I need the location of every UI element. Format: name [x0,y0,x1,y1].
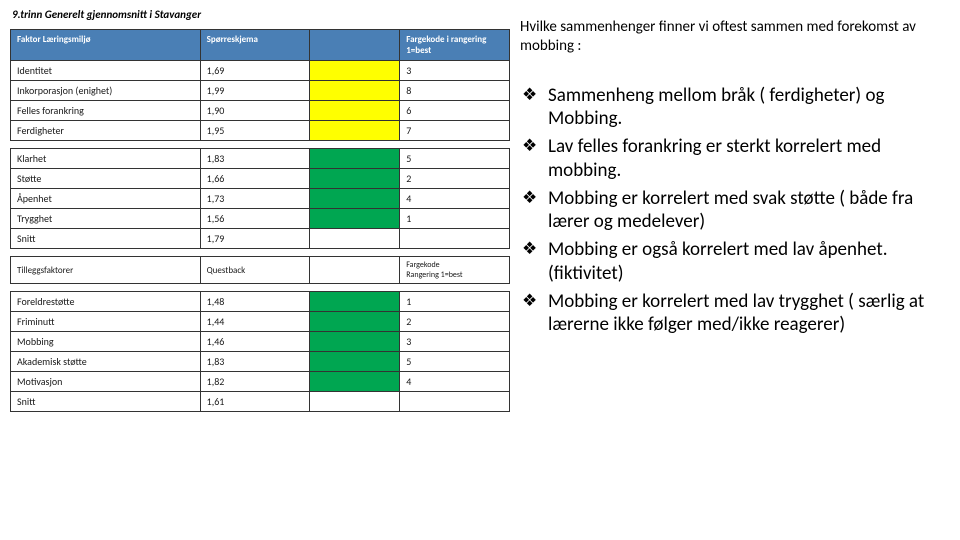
color-cell [310,61,400,81]
color-cell [310,292,400,312]
intro-text: Hvilke sammenhenger finner vi oftest sam… [520,18,940,56]
color-cell [310,101,400,121]
table-row: Akademisk støtte1,835 [11,352,510,372]
table-row: Snitt1,79 [11,229,510,249]
table-row: Motivasjon1,824 [11,372,510,392]
color-cell [310,189,400,209]
left-panel: 9.trinn Generelt gjennomsnitt i Stavange… [10,8,510,412]
header-survey: Spørreskjema [200,30,310,61]
color-cell [310,332,400,352]
data-table: Faktor Læringsmiljø Spørreskjema Fargeko… [10,29,510,412]
table-row: Klarhet1,835 [11,149,510,169]
list-item: Sammenheng mellom bråk ( ferdigheter) og… [520,84,940,132]
right-panel: Hvilke sammenhenger finner vi oftest sam… [520,18,940,341]
color-cell [310,392,400,412]
table-row: Ferdigheter1,957 [11,121,510,141]
table-row: Foreldrestøtte1,481 [11,292,510,312]
color-cell [310,229,400,249]
color-cell [310,149,400,169]
table-row: Inkorporasjon (enighet)1,998 [11,81,510,101]
color-cell [310,81,400,101]
table-row: Friminutt1,442 [11,312,510,332]
color-cell [310,352,400,372]
table-row: Mobbing1,463 [11,332,510,352]
list-item: Mobbing er også korrelert med lav åpenhe… [520,238,940,286]
color-cell [310,312,400,332]
table-row: Felles forankring1,906 [11,101,510,121]
list-item: Lav felles forankring er sterkt korreler… [520,135,940,183]
header-rank: Fargekode i rangering 1=best [400,30,510,61]
color-cell [310,372,400,392]
list-item: Mobbing er korrelert med svak støtte ( b… [520,187,940,235]
table-header-row: Faktor Læringsmiljø Spørreskjema Fargeko… [11,30,510,61]
color-cell [310,209,400,229]
table-row: Trygghet1,561 [11,209,510,229]
header-blank [310,30,400,61]
header-factor: Faktor Læringsmiljø [11,30,201,61]
table-row: Støtte1,662 [11,169,510,189]
table-row: Identitet1,693 [11,61,510,81]
page-title: 9.trinn Generelt gjennomsnitt i Stavange… [10,8,510,21]
color-cell [310,121,400,141]
sub-header-row: Tilleggsfaktorer Questback Fargekode Ran… [11,257,510,284]
table-row: Snitt1,61 [11,392,510,412]
color-cell [310,169,400,189]
list-item: Mobbing er korrelert med lav trygghet ( … [520,290,940,338]
bullet-list: Sammenheng mellom bråk ( ferdigheter) og… [520,84,940,338]
table-row: Åpenhet1,734 [11,189,510,209]
